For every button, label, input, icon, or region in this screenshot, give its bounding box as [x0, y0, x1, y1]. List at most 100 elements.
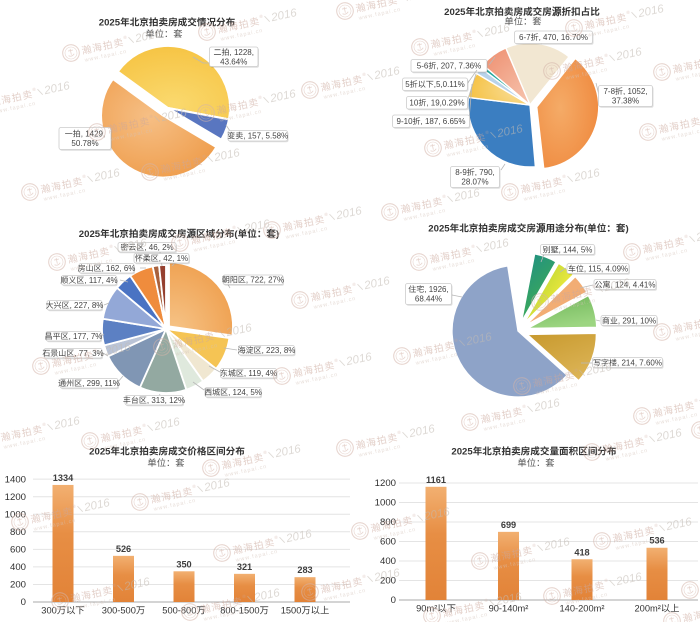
svg-text:37.38%: 37.38%	[612, 96, 639, 107]
svg-text:®: ®	[214, 328, 219, 336]
svg-text:6-7折, 470, 16.70%: 6-7折, 470, 16.70%	[519, 32, 588, 43]
svg-text:2016: 2016	[452, 184, 482, 205]
svg-text:®: ®	[274, 534, 279, 542]
svg-text:2016: 2016	[464, 328, 494, 349]
svg-text:2016: 2016	[242, 215, 272, 236]
svg-text:418: 418	[574, 544, 589, 558]
svg-text:2016: 2016	[664, 513, 694, 534]
svg-text:东城区, 119, 4%: 东城区, 119, 4%	[220, 368, 277, 379]
svg-text:®: ®	[604, 52, 609, 60]
svg-text:2016: 2016	[372, 62, 402, 83]
svg-text:2016: 2016	[614, 43, 644, 64]
svg-text:1200: 1200	[375, 475, 396, 489]
svg-text:海淀区, 223, 8%: 海淀区, 223, 8%	[238, 345, 296, 356]
svg-text:®: ®	[32, 86, 37, 94]
svg-text:90-140m²: 90-140m²	[489, 601, 529, 615]
svg-text:2016: 2016	[119, 234, 149, 255]
svg-text:350: 350	[176, 556, 191, 570]
svg-text:43.64%: 43.64%	[220, 56, 247, 67]
svg-text:顺义区, 117, 4%: 顺义区, 117, 4%	[60, 275, 117, 286]
svg-text:536: 536	[649, 533, 664, 547]
svg-text:2016: 2016	[269, 4, 299, 25]
svg-text:®: ®	[82, 173, 87, 181]
svg-text:400: 400	[380, 553, 396, 567]
svg-text:50.78%: 50.78%	[71, 138, 98, 149]
svg-text:单位：套: 单位：套	[504, 14, 541, 28]
svg-text:2025年北京拍卖房成交房源用途分布(单位：套): 2025年北京拍卖房成交房源用途分布(单位：套)	[428, 221, 628, 235]
svg-text:2025年北京拍卖房成交量面积区间分布: 2025年北京拍卖房成交量面积区间分布	[451, 444, 617, 458]
svg-text:®: ®	[484, 597, 489, 605]
svg-text:0: 0	[21, 594, 26, 608]
svg-text:0: 0	[391, 592, 396, 606]
svg-text:28.07%: 28.07%	[461, 177, 488, 188]
svg-text:600: 600	[380, 534, 396, 548]
svg-text:7-8折, 1052,: 7-8折, 1052,	[603, 86, 647, 97]
svg-text:®: ®	[334, 357, 339, 365]
svg-text:2016: 2016	[212, 144, 242, 165]
svg-text:®: ®	[522, 403, 527, 411]
svg-text:140-200m²: 140-200m²	[560, 601, 605, 615]
svg-text:800: 800	[380, 514, 396, 528]
svg-text:2016: 2016	[52, 412, 82, 433]
svg-text:2016: 2016	[252, 584, 282, 605]
svg-text:2016: 2016	[614, 568, 644, 589]
svg-text:®: ®	[259, 13, 264, 21]
svg-text:1500万以上: 1500万以上	[281, 603, 330, 617]
svg-text:®: ®	[684, 233, 689, 241]
svg-text:2016: 2016	[482, 19, 512, 40]
svg-text:2016: 2016	[654, 424, 684, 445]
svg-text:2016: 2016	[372, 564, 402, 585]
svg-text:®: ®	[192, 483, 197, 491]
svg-text:321: 321	[237, 559, 252, 573]
svg-text:2016: 2016	[532, 394, 562, 415]
svg-text:500-800万: 500-800万	[162, 603, 205, 617]
svg-text:住宅, 1926,: 住宅, 1926,	[408, 284, 448, 295]
svg-text:®: ®	[263, 449, 268, 457]
svg-text:朝阳区, 722, 27%: 朝阳区, 722, 27%	[222, 275, 284, 286]
svg-text:1200: 1200	[5, 489, 26, 503]
svg-text:商业, 291, 10%: 商业, 291, 10%	[602, 315, 656, 326]
svg-text:300万以下: 300万以下	[41, 603, 84, 617]
svg-text:通州区, 299, 11%: 通州区, 299, 11%	[58, 378, 120, 389]
svg-text:2025年北京拍卖房成交房源折扣占比: 2025年北京拍卖房成交房源折扣占比	[444, 4, 600, 18]
svg-text:2016: 2016	[284, 525, 314, 546]
svg-text:二拍, 1228,: 二拍, 1228,	[214, 47, 254, 58]
svg-text:283: 283	[297, 562, 312, 576]
svg-text:®: ®	[142, 422, 147, 430]
svg-text:526: 526	[116, 541, 131, 555]
svg-text:2025年北京拍卖房成交情况分布: 2025年北京拍卖房成交情况分布	[99, 15, 236, 29]
svg-text:1400: 1400	[5, 471, 26, 485]
svg-text:2025年北京拍卖房成交房源区域分布(单位：套): 2025年北京拍卖房成交房源区域分布(单位：套)	[79, 226, 279, 240]
svg-text:昌平区, 177, 7%: 昌平区, 177, 7%	[45, 331, 103, 342]
svg-text:2016: 2016	[481, 234, 511, 255]
svg-text:300-500万: 300-500万	[102, 603, 145, 617]
svg-text:®: ®	[626, 9, 631, 17]
svg-text:®: ®	[109, 243, 114, 251]
svg-text:®: ®	[397, 429, 402, 437]
svg-text:®: ®	[362, 71, 367, 79]
svg-text:2016: 2016	[572, 164, 602, 185]
svg-text:®: ®	[442, 193, 447, 201]
svg-text:2016: 2016	[103, 338, 133, 359]
svg-text:2016: 2016	[268, 85, 298, 106]
svg-text:®: ®	[324, 211, 329, 219]
svg-text:®: ®	[352, 281, 357, 289]
svg-text:®: ®	[592, 283, 597, 291]
svg-text:2016: 2016	[334, 202, 364, 223]
svg-text:1000: 1000	[5, 506, 26, 520]
svg-text:密云区, 46, 2%: 密云区, 46, 2%	[120, 242, 173, 253]
svg-text:2016: 2016	[344, 348, 374, 369]
svg-text:200m²以上: 200m²以上	[635, 601, 680, 615]
svg-text:699: 699	[501, 517, 516, 531]
svg-text:2016: 2016	[159, 104, 189, 125]
svg-text:2016: 2016	[82, 494, 112, 515]
svg-text:一拍, 1429,: 一拍, 1429,	[65, 129, 105, 140]
svg-text:丰台区, 313, 12%: 丰台区, 313, 12%	[123, 395, 185, 406]
svg-text:®: ®	[72, 503, 77, 511]
svg-text:200: 200	[10, 577, 26, 591]
svg-text:2016: 2016	[42, 77, 72, 98]
svg-text:2016: 2016	[636, 0, 666, 21]
svg-text:®: ®	[362, 573, 367, 581]
svg-text:®: ®	[258, 94, 263, 102]
svg-text:2016: 2016	[152, 413, 182, 434]
